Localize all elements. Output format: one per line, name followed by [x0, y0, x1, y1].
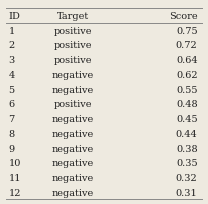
Text: 0.64: 0.64	[176, 56, 198, 65]
Text: 0.31: 0.31	[176, 188, 198, 197]
Text: positive: positive	[53, 56, 92, 65]
Text: Score: Score	[169, 12, 198, 21]
Text: ID: ID	[8, 12, 20, 21]
Text: 0.35: 0.35	[176, 159, 198, 168]
Text: 4: 4	[8, 71, 15, 80]
Text: 7: 7	[8, 115, 15, 124]
Text: positive: positive	[53, 27, 92, 35]
Text: 0.62: 0.62	[176, 71, 198, 80]
Text: 0.38: 0.38	[176, 144, 198, 153]
Text: negative: negative	[52, 173, 94, 182]
Text: 0.75: 0.75	[176, 27, 198, 35]
Text: Target: Target	[57, 12, 89, 21]
Text: 9: 9	[8, 144, 14, 153]
Text: positive: positive	[53, 41, 92, 50]
Text: 11: 11	[8, 173, 21, 182]
Text: 1: 1	[8, 27, 15, 35]
Text: negative: negative	[52, 85, 94, 94]
Text: 6: 6	[8, 100, 14, 109]
Text: 5: 5	[8, 85, 14, 94]
Text: negative: negative	[52, 71, 94, 80]
Text: 0.72: 0.72	[176, 41, 198, 50]
Text: negative: negative	[52, 188, 94, 197]
Text: negative: negative	[52, 144, 94, 153]
Text: 8: 8	[8, 129, 14, 138]
Text: 0.48: 0.48	[176, 100, 198, 109]
Text: negative: negative	[52, 129, 94, 138]
Text: negative: negative	[52, 159, 94, 168]
Text: 3: 3	[8, 56, 15, 65]
Text: 10: 10	[8, 159, 21, 168]
Text: positive: positive	[53, 100, 92, 109]
Text: 12: 12	[8, 188, 21, 197]
Text: 0.45: 0.45	[176, 115, 198, 124]
Text: 0.55: 0.55	[176, 85, 198, 94]
Text: 0.32: 0.32	[176, 173, 198, 182]
Text: 0.44: 0.44	[176, 129, 198, 138]
Text: negative: negative	[52, 115, 94, 124]
Text: 2: 2	[8, 41, 15, 50]
